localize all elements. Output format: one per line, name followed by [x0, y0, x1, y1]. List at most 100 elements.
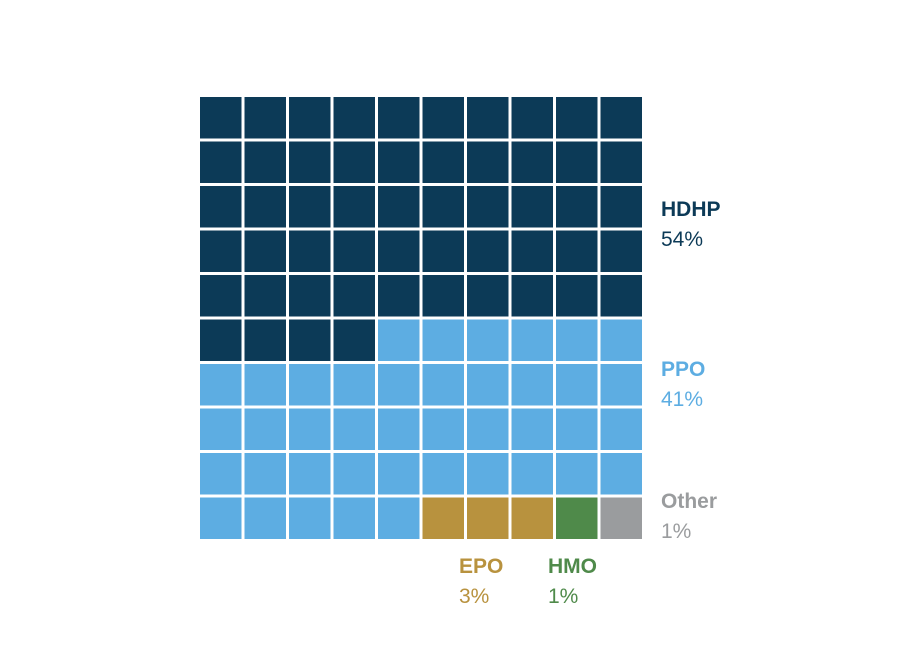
waffle-cell-hdhp: [378, 186, 420, 228]
waffle-cell-hdhp: [600, 230, 642, 272]
waffle-cell-ppo: [600, 408, 642, 450]
waffle-cell-hdhp: [244, 186, 286, 228]
waffle-cell-hdhp: [511, 141, 553, 183]
waffle-cell-hdhp: [600, 186, 642, 228]
waffle-cell-ppo: [511, 408, 553, 450]
waffle-cell-ppo: [422, 319, 464, 361]
waffle-cell-ppo: [600, 453, 642, 495]
waffle-cell-ppo: [333, 364, 375, 406]
waffle-cell-hdhp: [244, 319, 286, 361]
waffle-cell-hdhp: [511, 275, 553, 317]
waffle-cell-hdhp: [200, 275, 242, 317]
waffle-cell-ppo: [556, 408, 598, 450]
waffle-cell-hdhp: [600, 141, 642, 183]
waffle-cell-hdhp: [556, 230, 598, 272]
waffle-cell-ppo: [244, 497, 286, 539]
waffle-cell-ppo: [556, 319, 598, 361]
waffle-cell-ppo: [422, 364, 464, 406]
waffle-cell-hdhp: [333, 141, 375, 183]
waffle-cell-ppo: [511, 453, 553, 495]
waffle-cell-hdhp: [244, 97, 286, 139]
waffle-cell-hdhp: [511, 186, 553, 228]
waffle-cell-hdhp: [244, 230, 286, 272]
waffle-cell-ppo: [289, 497, 331, 539]
waffle-cell-hdhp: [467, 186, 509, 228]
waffle-cell-ppo: [378, 408, 420, 450]
waffle-cell-other: [600, 497, 642, 539]
waffle-cell-hdhp: [333, 186, 375, 228]
legend-epo: EPO 3%: [459, 556, 503, 607]
waffle-cell-hdhp: [556, 141, 598, 183]
waffle-cell-ppo: [200, 497, 242, 539]
waffle-cell-hdhp: [200, 319, 242, 361]
waffle-cell-hdhp: [422, 275, 464, 317]
legend-hmo: HMO 1%: [548, 556, 597, 607]
waffle-cell-hdhp: [200, 186, 242, 228]
waffle-cell-hdhp: [467, 275, 509, 317]
waffle-cell-hdhp: [333, 230, 375, 272]
waffle-cell-ppo: [378, 453, 420, 495]
waffle-cell-hdhp: [378, 275, 420, 317]
legend-epo-percent: 3%: [459, 585, 490, 608]
legend-hdhp-percent: 54%: [661, 228, 704, 251]
waffle-cell-hmo: [556, 497, 598, 539]
waffle-cell-ppo: [200, 408, 242, 450]
waffle-cell-hdhp: [333, 97, 375, 139]
waffle-cell-ppo: [511, 364, 553, 406]
waffle-cell-ppo: [556, 453, 598, 495]
waffle-cell-hdhp: [422, 230, 464, 272]
waffle-cell-hdhp: [244, 275, 286, 317]
waffle-cell-hdhp: [556, 275, 598, 317]
legend-hdhp-name: HDHP: [661, 198, 721, 221]
waffle-cell-ppo: [422, 453, 464, 495]
waffle-cell-hdhp: [289, 275, 331, 317]
waffle-cell-hdhp: [200, 141, 242, 183]
waffle-cell-hdhp: [556, 186, 598, 228]
waffle-cell-ppo: [333, 453, 375, 495]
waffle-cell-ppo: [333, 408, 375, 450]
waffle-cell-ppo: [289, 453, 331, 495]
legend-other-percent: 1%: [661, 520, 692, 543]
waffle-cell-ppo: [333, 497, 375, 539]
waffle-cell-hdhp: [378, 141, 420, 183]
legend-ppo-percent: 41%: [661, 388, 704, 411]
waffle-cell-ppo: [422, 408, 464, 450]
waffle-cell-hdhp: [289, 230, 331, 272]
waffle-cell-ppo: [244, 408, 286, 450]
waffle-cell-ppo: [378, 497, 420, 539]
waffle-cell-epo: [467, 497, 509, 539]
waffle-cell-hdhp: [200, 230, 242, 272]
waffle-cell-hdhp: [556, 97, 598, 139]
legend-hdhp: HDHP 54%: [661, 199, 721, 250]
waffle-cell-ppo: [289, 364, 331, 406]
waffle-cell-hdhp: [600, 97, 642, 139]
waffle-cell-hdhp: [289, 141, 331, 183]
waffle-cell-hdhp: [333, 275, 375, 317]
waffle-cell-ppo: [200, 364, 242, 406]
waffle-cell-ppo: [511, 319, 553, 361]
legend-hmo-name: HMO: [548, 555, 597, 578]
waffle-cell-ppo: [556, 364, 598, 406]
legend-other: Other 1%: [661, 491, 717, 542]
waffle-cell-hdhp: [422, 141, 464, 183]
waffle-cell-epo: [422, 497, 464, 539]
waffle-cell-hdhp: [200, 97, 242, 139]
waffle-cell-hdhp: [600, 275, 642, 317]
waffle-cell-ppo: [467, 408, 509, 450]
waffle-cell-hdhp: [333, 319, 375, 361]
legend-epo-name: EPO: [459, 555, 504, 578]
legend-other-name: Other: [661, 490, 718, 513]
waffle-cell-ppo: [378, 364, 420, 406]
waffle-cell-ppo: [378, 319, 420, 361]
waffle-cell-hdhp: [244, 141, 286, 183]
waffle-cell-ppo: [200, 453, 242, 495]
waffle-cell-hdhp: [511, 230, 553, 272]
waffle-cell-ppo: [467, 364, 509, 406]
waffle-cell-hdhp: [467, 230, 509, 272]
waffle-cell-hdhp: [422, 186, 464, 228]
legend-ppo: PPO 41%: [661, 359, 705, 410]
waffle-cell-epo: [511, 497, 553, 539]
legend-ppo-name: PPO: [661, 358, 706, 381]
waffle-cell-ppo: [467, 319, 509, 361]
